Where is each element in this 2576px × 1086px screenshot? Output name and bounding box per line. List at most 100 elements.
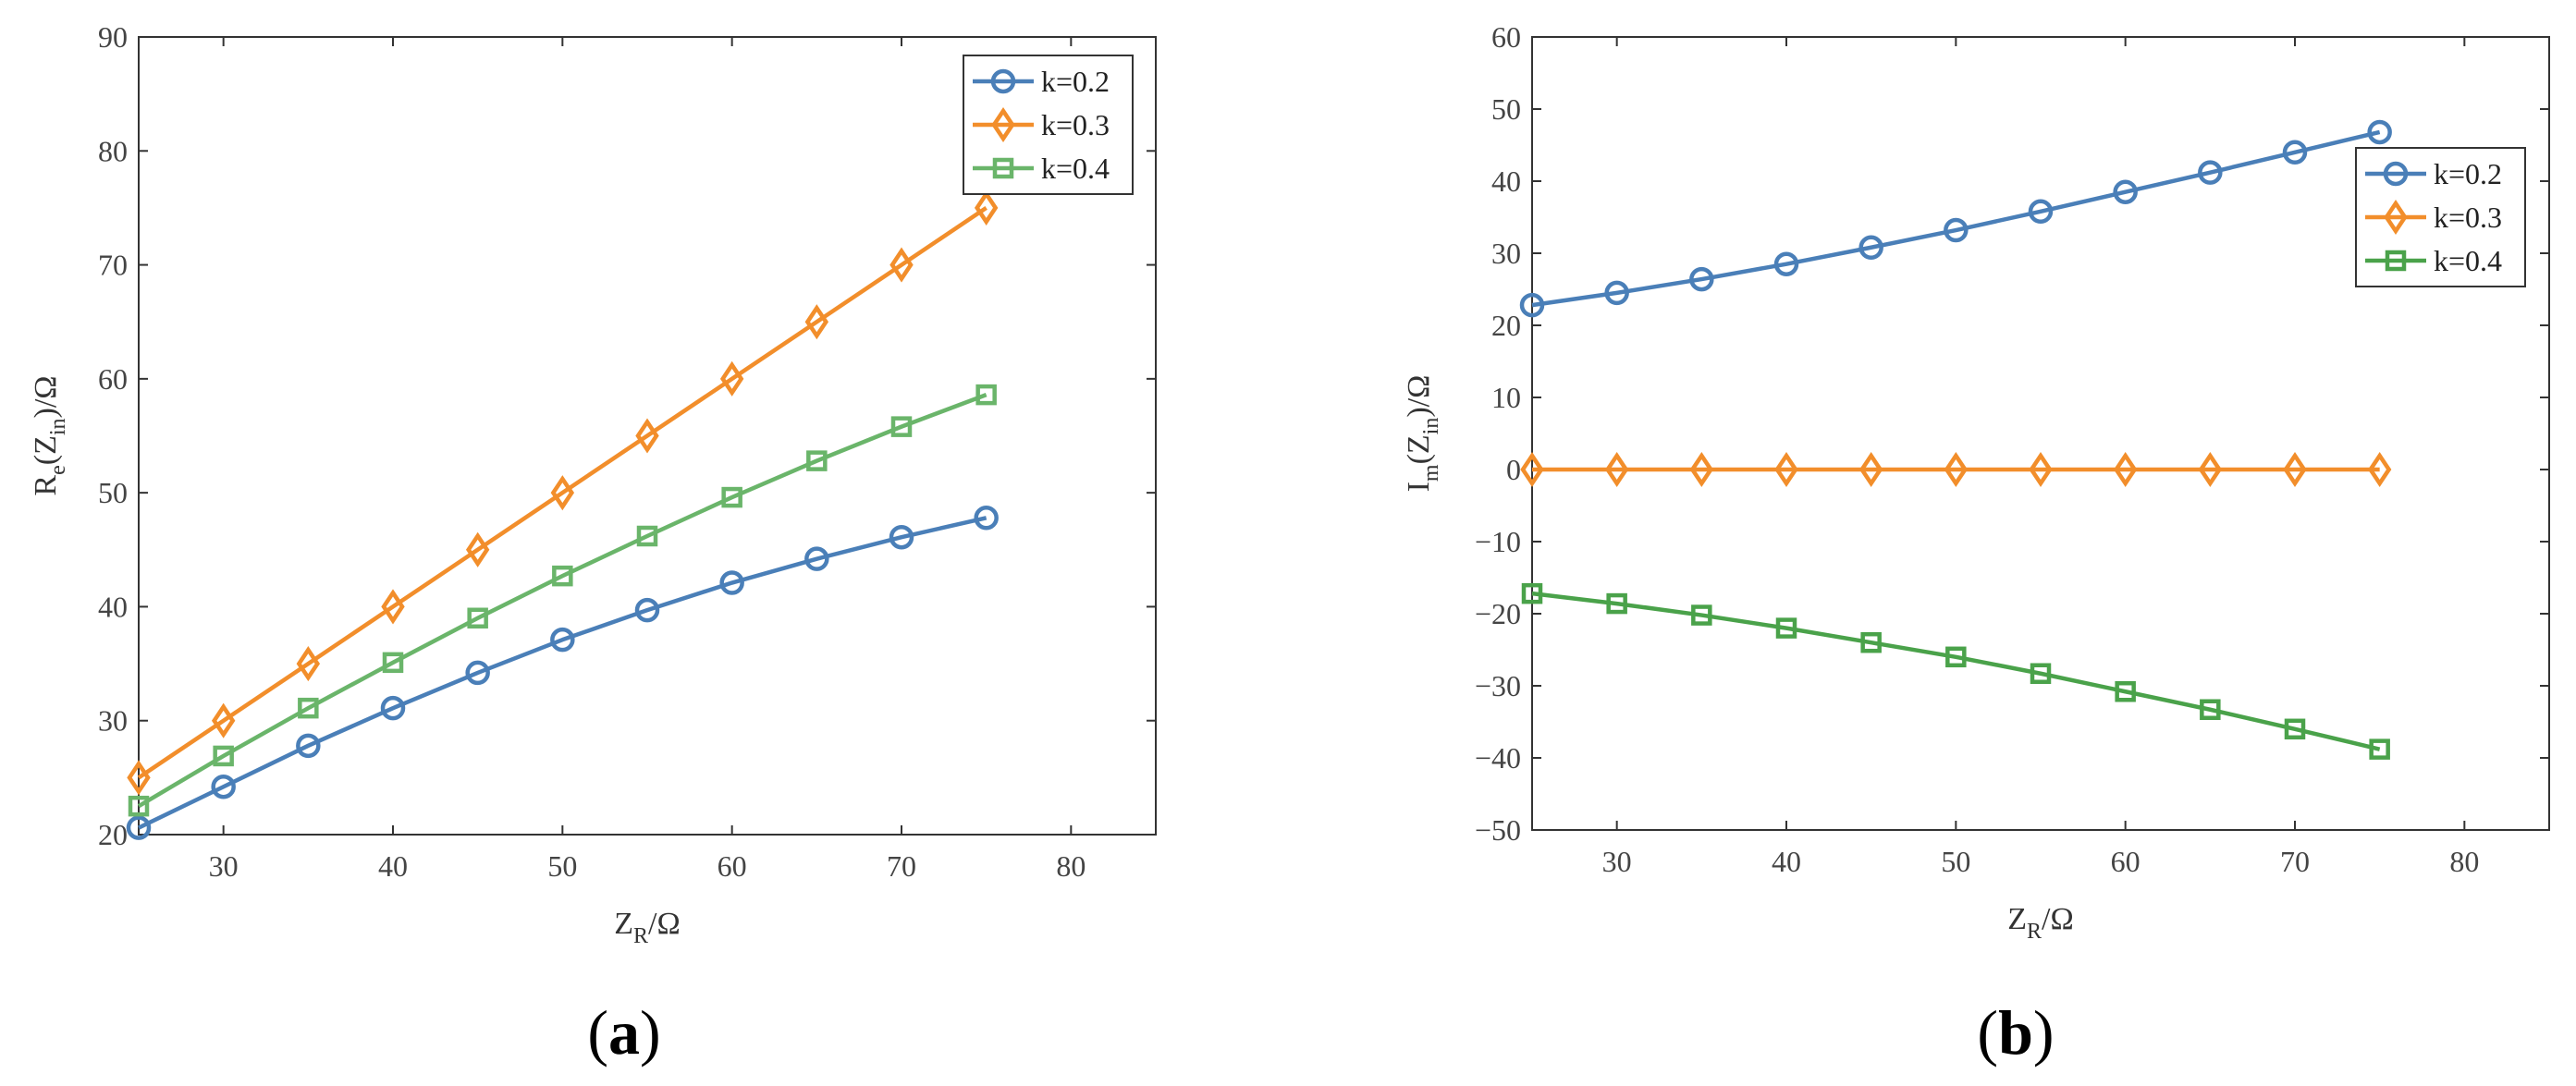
data-point — [128, 795, 150, 817]
data-point — [719, 570, 744, 595]
y-tick-label: −50 — [1475, 813, 1521, 847]
data-point — [380, 695, 406, 721]
data-point — [1775, 617, 1797, 639]
x-tick-label: 60 — [2111, 845, 2141, 878]
data-point — [465, 531, 490, 567]
data-point — [467, 607, 488, 629]
data-point — [719, 360, 744, 397]
legend-label: k=0.4 — [1041, 152, 1110, 185]
data-point — [1519, 292, 1545, 318]
legend-label: k=0.3 — [2434, 201, 2502, 234]
x-tick-label: 70 — [2280, 845, 2310, 878]
y-tick-label: 60 — [98, 362, 128, 396]
series-k=0.3 — [127, 189, 999, 796]
data-point — [465, 660, 490, 686]
data-point — [2284, 718, 2306, 740]
x-axis-label: ZR/Ω — [614, 907, 681, 948]
x-tick-label: 80 — [2449, 845, 2479, 878]
data-point — [2115, 680, 2136, 702]
series-line — [137, 393, 987, 809]
data-point — [634, 597, 660, 623]
data-point — [381, 589, 405, 625]
data-point — [1691, 604, 1712, 626]
data-point — [804, 304, 829, 340]
data-point — [1604, 451, 1629, 488]
y-tick-label: −40 — [1475, 741, 1521, 775]
y-tick-label: 30 — [98, 704, 128, 738]
legend: k=0.2 k=0.3 k=0.4 — [963, 55, 1134, 195]
data-point — [2198, 160, 2223, 185]
legend-label: k=0.3 — [1041, 108, 1110, 141]
y-axis-label: Im(Zin)/Ω — [1402, 375, 1443, 493]
legend-entry-k=0.4: k=0.4 — [2365, 244, 2502, 277]
x-tick-label: 30 — [1602, 845, 1632, 878]
y-tick-label: 80 — [98, 134, 128, 167]
x-tick-label: 50 — [1941, 845, 1970, 878]
data-point — [889, 247, 914, 283]
legend-entry-k=0.3: k=0.3 — [973, 106, 1110, 143]
y-tick-label: 50 — [98, 476, 128, 509]
legend-marker — [990, 68, 1016, 94]
chart-panel-b: 30 40 50 60 70 80 −50 −40 −30 −20 −10 0 10 20 30 40 50 60… — [1402, 20, 2550, 1068]
y-tick-label: 60 — [1491, 20, 1521, 54]
panel-label: (a) — [587, 997, 660, 1068]
x-tick-label: 30 — [209, 849, 239, 883]
data-point — [975, 384, 997, 406]
series-k=0.4 — [128, 384, 997, 817]
data-point — [635, 418, 659, 454]
y-tick-label: 30 — [1491, 237, 1521, 270]
y-axis-label: Re(Zin)/Ω — [29, 375, 70, 495]
data-point — [974, 506, 999, 531]
data-point — [213, 745, 234, 767]
y-tick-label: −30 — [1475, 669, 1521, 702]
legend-label: k=0.4 — [2434, 244, 2502, 277]
data-point — [2113, 451, 2138, 488]
y-tick-label: 40 — [98, 590, 128, 623]
data-point — [298, 697, 319, 719]
y-tick-label: 90 — [98, 20, 128, 54]
data-point — [382, 652, 404, 674]
x-tick-label: 40 — [378, 849, 408, 883]
legend-entry-k=0.2: k=0.2 — [2365, 157, 2502, 190]
series-k=0.2 — [126, 506, 999, 840]
y-tick-label: 40 — [1491, 165, 1521, 198]
data-point — [2198, 451, 2223, 488]
data-point — [2367, 119, 2392, 145]
y-tick-label: 70 — [98, 249, 128, 282]
data-point — [2282, 140, 2308, 165]
legend-marker — [2383, 161, 2409, 187]
data-point — [1689, 451, 1714, 488]
data-point — [1944, 217, 1969, 243]
series-line — [138, 516, 987, 830]
series-line — [1531, 129, 2381, 308]
data-point — [127, 760, 151, 796]
plot-area-frame — [1531, 36, 2550, 831]
data-point — [211, 774, 236, 799]
y-tick-label: 20 — [98, 818, 128, 851]
y-tick-label: 0 — [1506, 453, 1521, 486]
data-point — [2029, 451, 2053, 488]
data-point — [2028, 199, 2054, 225]
data-point — [1858, 235, 1883, 261]
legend-marker — [992, 157, 1014, 179]
legend-entry-k=0.2: k=0.2 — [973, 65, 1110, 98]
x-tick-label: 60 — [718, 849, 747, 883]
series-line — [1531, 591, 2381, 751]
series-line — [137, 206, 987, 780]
data-point — [1689, 266, 1714, 292]
data-point — [2369, 738, 2390, 760]
data-point — [552, 565, 573, 587]
data-point — [2200, 699, 2221, 720]
data-point — [890, 416, 913, 437]
y-tick-label: 10 — [1491, 381, 1521, 414]
data-point — [2030, 663, 2052, 684]
legend-entry-k=0.3: k=0.3 — [2365, 199, 2502, 236]
x-axis-label: ZR/Ω — [2007, 902, 2074, 944]
data-point — [1520, 451, 1544, 488]
x-tick-label: 50 — [547, 849, 577, 883]
data-point — [889, 524, 914, 550]
data-point — [1858, 451, 1883, 488]
data-point — [1604, 280, 1629, 306]
x-tick-label: 80 — [1056, 849, 1086, 883]
y-tick-label: 50 — [1491, 92, 1521, 126]
